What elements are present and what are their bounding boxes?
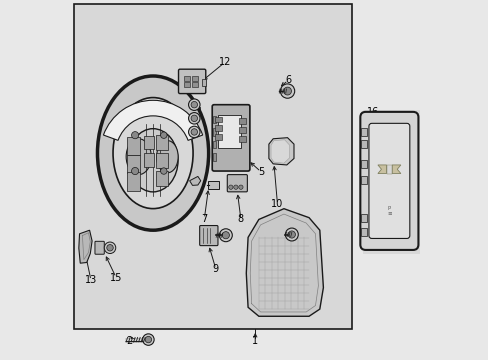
Circle shape	[131, 167, 139, 175]
Text: 5: 5	[257, 167, 264, 177]
FancyBboxPatch shape	[239, 136, 245, 142]
Circle shape	[233, 185, 238, 189]
Text: 3: 3	[303, 279, 308, 289]
Polygon shape	[377, 165, 386, 174]
FancyBboxPatch shape	[178, 69, 205, 94]
FancyBboxPatch shape	[156, 153, 167, 168]
Circle shape	[145, 336, 151, 343]
FancyBboxPatch shape	[74, 4, 351, 329]
Ellipse shape	[97, 76, 208, 230]
Circle shape	[191, 129, 197, 135]
FancyBboxPatch shape	[239, 127, 245, 133]
Ellipse shape	[113, 98, 193, 208]
Circle shape	[142, 334, 154, 345]
FancyBboxPatch shape	[360, 160, 366, 168]
Ellipse shape	[128, 129, 178, 192]
FancyBboxPatch shape	[360, 128, 366, 135]
Circle shape	[191, 115, 197, 122]
FancyBboxPatch shape	[360, 228, 366, 236]
Circle shape	[188, 126, 200, 138]
Circle shape	[188, 113, 200, 124]
FancyBboxPatch shape	[202, 78, 206, 86]
FancyBboxPatch shape	[360, 176, 366, 184]
Text: 13: 13	[85, 275, 97, 285]
Text: ≡: ≡	[386, 211, 391, 216]
Ellipse shape	[156, 140, 178, 173]
Circle shape	[287, 231, 295, 238]
Circle shape	[104, 242, 116, 253]
Circle shape	[131, 132, 139, 139]
Polygon shape	[189, 176, 201, 185]
FancyBboxPatch shape	[208, 181, 219, 189]
Text: 1: 1	[252, 336, 258, 346]
FancyBboxPatch shape	[360, 112, 418, 250]
Ellipse shape	[126, 139, 151, 175]
Polygon shape	[386, 165, 391, 174]
FancyBboxPatch shape	[368, 123, 409, 238]
FancyBboxPatch shape	[215, 126, 221, 131]
Circle shape	[106, 244, 113, 251]
Text: 9: 9	[212, 264, 219, 274]
Polygon shape	[270, 140, 289, 163]
FancyBboxPatch shape	[144, 153, 154, 167]
FancyBboxPatch shape	[156, 171, 167, 186]
FancyBboxPatch shape	[156, 135, 167, 150]
Circle shape	[238, 185, 243, 189]
Polygon shape	[391, 165, 400, 174]
Text: 12: 12	[218, 57, 230, 67]
Circle shape	[188, 99, 200, 111]
Text: 6: 6	[285, 75, 291, 85]
Circle shape	[160, 168, 167, 174]
Text: 16: 16	[366, 107, 378, 117]
FancyBboxPatch shape	[227, 175, 247, 192]
Polygon shape	[79, 230, 92, 263]
Text: 8: 8	[237, 215, 244, 224]
Circle shape	[228, 185, 233, 189]
Circle shape	[285, 228, 298, 241]
Text: 10: 10	[271, 199, 283, 210]
FancyBboxPatch shape	[212, 129, 215, 135]
FancyBboxPatch shape	[239, 118, 245, 124]
FancyBboxPatch shape	[192, 76, 198, 81]
Text: 11: 11	[184, 182, 197, 192]
FancyBboxPatch shape	[95, 241, 104, 254]
FancyBboxPatch shape	[212, 141, 215, 148]
Circle shape	[160, 132, 167, 138]
FancyBboxPatch shape	[144, 135, 154, 149]
FancyBboxPatch shape	[212, 153, 215, 161]
Text: 15: 15	[110, 273, 122, 283]
Polygon shape	[268, 138, 293, 165]
FancyBboxPatch shape	[126, 154, 140, 173]
Circle shape	[280, 84, 294, 98]
FancyBboxPatch shape	[126, 172, 140, 191]
FancyBboxPatch shape	[212, 105, 249, 171]
FancyBboxPatch shape	[362, 110, 419, 253]
Polygon shape	[246, 209, 323, 316]
FancyBboxPatch shape	[183, 82, 189, 87]
FancyBboxPatch shape	[218, 115, 240, 148]
Circle shape	[222, 231, 229, 239]
Text: 7: 7	[201, 214, 207, 224]
Text: 2: 2	[125, 336, 132, 346]
FancyBboxPatch shape	[215, 117, 221, 122]
Circle shape	[191, 102, 197, 108]
FancyBboxPatch shape	[192, 82, 198, 87]
Text: 14: 14	[191, 107, 203, 117]
FancyBboxPatch shape	[360, 214, 366, 222]
Wedge shape	[103, 100, 202, 140]
Text: P: P	[387, 206, 390, 211]
FancyBboxPatch shape	[215, 134, 221, 140]
FancyBboxPatch shape	[360, 140, 366, 148]
FancyBboxPatch shape	[126, 136, 140, 155]
Circle shape	[219, 229, 232, 242]
FancyBboxPatch shape	[212, 116, 215, 123]
FancyBboxPatch shape	[199, 226, 218, 246]
Text: 4: 4	[293, 296, 299, 306]
Circle shape	[283, 87, 291, 95]
FancyBboxPatch shape	[183, 76, 189, 81]
